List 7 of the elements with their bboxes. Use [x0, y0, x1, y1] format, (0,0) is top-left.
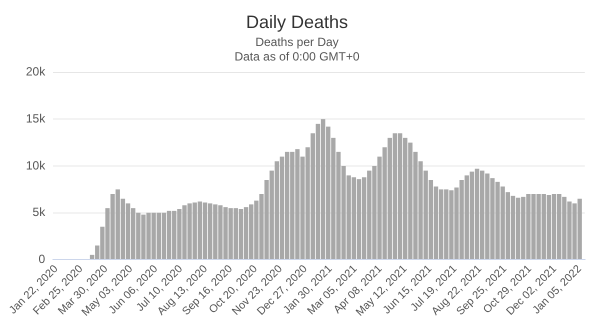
y-tick-label: 20k — [26, 64, 46, 79]
y-tick-label: 0 — [38, 252, 46, 266]
chart-title: Daily Deaths — [246, 12, 348, 32]
y-tick-label: 5k — [32, 205, 46, 220]
chart-subtitle: Deaths per Day Data as of 0:00 GMT+0 — [234, 35, 360, 64]
y-tick-label: 15k — [26, 111, 46, 126]
y-tick-label: 10k — [26, 158, 46, 172]
